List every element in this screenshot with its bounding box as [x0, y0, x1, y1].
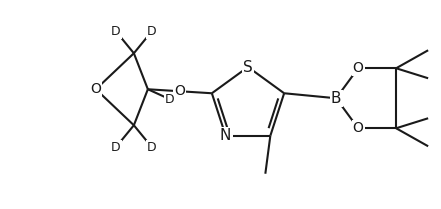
- Text: D: D: [111, 25, 121, 38]
- Text: B: B: [331, 91, 341, 106]
- Text: O: O: [175, 84, 185, 98]
- Text: D: D: [147, 141, 157, 154]
- Text: O: O: [353, 61, 363, 75]
- Text: N: N: [220, 128, 232, 143]
- Text: D: D: [165, 93, 175, 106]
- Text: O: O: [353, 121, 363, 135]
- Text: O: O: [90, 82, 101, 96]
- Text: D: D: [147, 25, 157, 38]
- Text: S: S: [243, 60, 253, 74]
- Text: D: D: [111, 141, 121, 154]
